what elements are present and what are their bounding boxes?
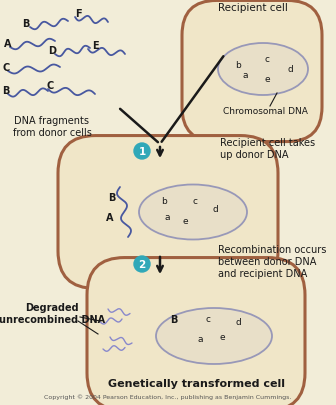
Text: c: c [264,55,269,64]
Text: e: e [182,217,188,226]
Text: b: b [161,197,167,206]
Text: e: e [219,333,225,342]
Text: A: A [106,213,114,222]
Text: 1: 1 [138,147,145,157]
FancyBboxPatch shape [182,2,322,142]
Ellipse shape [139,185,247,240]
Text: B: B [22,19,30,29]
Text: E: E [92,41,98,51]
Ellipse shape [156,308,272,364]
Text: 2: 2 [138,259,145,269]
Text: DNA fragments
from donor cells: DNA fragments from donor cells [12,116,91,137]
Text: d: d [235,318,241,327]
Text: a: a [242,71,248,80]
Text: Copyright © 2004 Pearson Education, Inc., publishing as Benjamin Cummings.: Copyright © 2004 Pearson Education, Inc.… [44,393,292,399]
Circle shape [134,256,150,272]
Text: a: a [197,335,203,344]
Text: Chromosomal DNA: Chromosomal DNA [222,107,307,116]
FancyBboxPatch shape [87,258,305,405]
FancyBboxPatch shape [58,136,278,289]
Text: a: a [164,213,170,222]
Circle shape [134,144,150,160]
Text: Recipient cell takes
up donor DNA: Recipient cell takes up donor DNA [220,138,315,160]
Text: Recipient cell: Recipient cell [218,3,288,13]
Text: e: e [264,75,270,84]
Text: A: A [4,39,12,49]
Ellipse shape [218,44,308,96]
Text: c: c [206,315,210,324]
Text: B: B [108,192,116,202]
Text: D: D [48,46,56,56]
Text: d: d [287,65,293,74]
Text: c: c [193,197,198,206]
Text: Genetically transformed cell: Genetically transformed cell [108,378,285,388]
Text: d: d [212,205,218,214]
Text: C: C [2,63,10,73]
Text: B: B [2,86,10,96]
Text: C: C [46,81,54,91]
Text: F: F [75,9,81,19]
Text: Recombination occurs
between donor DNA
and recipient DNA: Recombination occurs between donor DNA a… [218,245,326,278]
Text: B: B [170,314,178,324]
Text: Degraded
unrecombined DNA: Degraded unrecombined DNA [0,303,105,324]
Text: b: b [235,60,241,69]
